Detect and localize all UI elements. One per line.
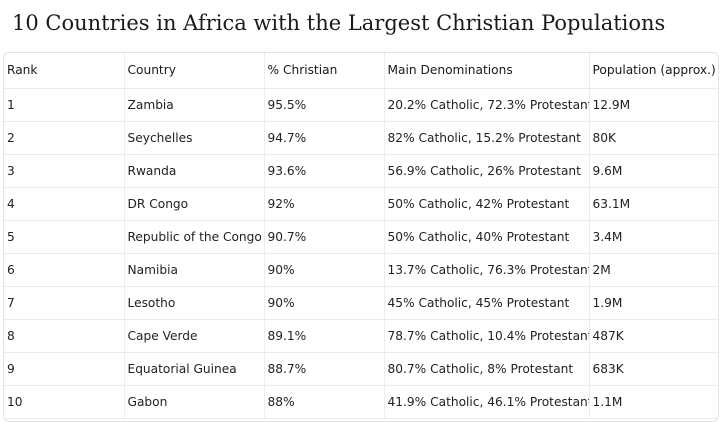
header-main-denominations: Main Denominations [384,53,590,89]
cell-denominations: 13.7% Catholic, 76.3% Protestant [384,253,590,287]
cell-country: Cape Verde [124,319,265,353]
table-row: 7 Lesotho 90% 45% Catholic, 45% Protesta… [4,286,718,320]
table-row: 3 Rwanda 93.6% 56.9% Catholic, 26% Prote… [4,154,718,188]
cell-rank: 1 [4,88,125,122]
cell-denominations: 78.7% Catholic, 10.4% Protestant [384,319,590,353]
page-title: 10 Countries in Africa with the Largest … [12,11,666,35]
cell-rank: 8 [4,319,125,353]
cell-country: Equatorial Guinea [124,352,265,386]
cell-country: Seychelles [124,121,265,155]
cell-population: 9.6M [589,154,718,188]
cell-denominations: 20.2% Catholic, 72.3% Protestant [384,88,590,122]
cell-percent-christian: 95.5% [264,88,385,122]
cell-denominations: 82% Catholic, 15.2% Protestant [384,121,590,155]
table-row: 9 Equatorial Guinea 88.7% 80.7% Catholic… [4,352,718,386]
cell-population: 1.9M [589,286,718,320]
cell-rank: 10 [4,385,125,419]
table-row: 1 Zambia 95.5% 20.2% Catholic, 72.3% Pro… [4,88,718,122]
cell-country: Zambia [124,88,265,122]
cell-percent-christian: 88.7% [264,352,385,386]
cell-rank: 5 [4,220,125,254]
table-row: 2 Seychelles 94.7% 82% Catholic, 15.2% P… [4,121,718,155]
cell-rank: 4 [4,187,125,221]
cell-country: Gabon [124,385,265,419]
data-table-container: Rank Country % Christian Main Denominati… [3,52,719,422]
cell-country: Lesotho [124,286,265,320]
cell-percent-christian: 89.1% [264,319,385,353]
cell-country: DR Congo [124,187,265,221]
header-percent-christian: % Christian [264,53,385,89]
table-row: 10 Gabon 88% 41.9% Catholic, 46.1% Prote… [4,385,718,419]
cell-denominations: 80.7% Catholic, 8% Protestant [384,352,590,386]
cell-population: 683K [589,352,718,386]
cell-percent-christian: 90% [264,253,385,287]
cell-population: 80K [589,121,718,155]
table-row: 6 Namibia 90% 13.7% Catholic, 76.3% Prot… [4,253,718,287]
header-population: Population (approx.) [589,53,718,89]
cell-population: 487K [589,319,718,353]
cell-country: Republic of the Congo [124,220,265,254]
cell-rank: 9 [4,352,125,386]
cell-rank: 2 [4,121,125,155]
cell-percent-christian: 90% [264,286,385,320]
cell-percent-christian: 90.7% [264,220,385,254]
cell-denominations: 50% Catholic, 40% Protestant [384,220,590,254]
cell-percent-christian: 93.6% [264,154,385,188]
table-row: 8 Cape Verde 89.1% 78.7% Catholic, 10.4%… [4,319,718,353]
cell-population: 12.9M [589,88,718,122]
cell-population: 1.1M [589,385,718,419]
cell-denominations: 50% Catholic, 42% Protestant [384,187,590,221]
cell-population: 2M [589,253,718,287]
cell-percent-christian: 88% [264,385,385,419]
header-rank: Rank [4,53,125,89]
header-country: Country [124,53,265,89]
cell-denominations: 56.9% Catholic, 26% Protestant [384,154,590,188]
table-row: 5 Republic of the Congo 90.7% 50% Cathol… [4,220,718,254]
cell-population: 63.1M [589,187,718,221]
cell-denominations: 41.9% Catholic, 46.1% Protestant [384,385,590,419]
cell-percent-christian: 92% [264,187,385,221]
cell-rank: 3 [4,154,125,188]
table-row: 4 DR Congo 92% 50% Catholic, 42% Protest… [4,187,718,221]
cell-percent-christian: 94.7% [264,121,385,155]
table-header-row: Rank Country % Christian Main Denominati… [4,53,718,89]
christian-populations-table: Rank Country % Christian Main Denominati… [4,53,718,419]
cell-rank: 6 [4,253,125,287]
cell-country: Namibia [124,253,265,287]
cell-rank: 7 [4,286,125,320]
cell-denominations: 45% Catholic, 45% Protestant [384,286,590,320]
cell-population: 3.4M [589,220,718,254]
cell-country: Rwanda [124,154,265,188]
